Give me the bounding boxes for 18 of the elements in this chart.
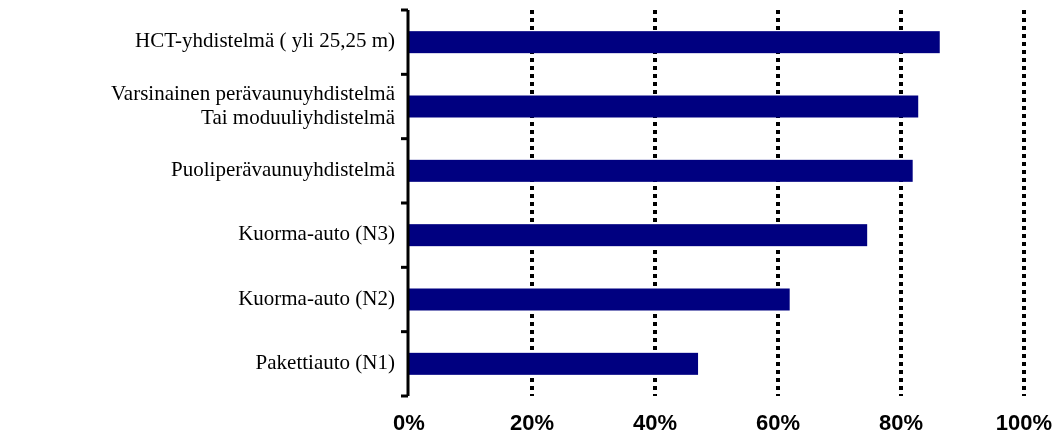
x-tick-label: 20% xyxy=(509,410,555,435)
bar xyxy=(409,224,868,247)
x-tick-label: 60% xyxy=(755,410,801,435)
y-tick-label: Kuorma-auto (N3) xyxy=(238,220,395,245)
y-tick-label: Varsinainen perävaunuyhdistelmä Tai moduuliyhdistelmä xyxy=(111,80,396,129)
bar xyxy=(409,352,699,375)
bar xyxy=(409,95,919,118)
bar xyxy=(409,159,913,182)
bar xyxy=(409,288,790,311)
x-tick-label: 40% xyxy=(632,410,678,435)
y-tick-label: Pakettiauto (N1) xyxy=(255,349,395,374)
x-tick-label: 80% xyxy=(878,410,924,435)
x-tick-label: 100% xyxy=(995,410,1053,435)
bar xyxy=(409,31,940,54)
y-tick-label: HCT-yhdistelmä ( yli 25,25 m) xyxy=(135,27,395,52)
y-tick-label: Kuorma-auto (N2) xyxy=(238,285,395,310)
y-tick-label: Puoliperävaunuyhdistelmä xyxy=(171,156,396,181)
x-tick-label: 0% xyxy=(393,410,425,435)
